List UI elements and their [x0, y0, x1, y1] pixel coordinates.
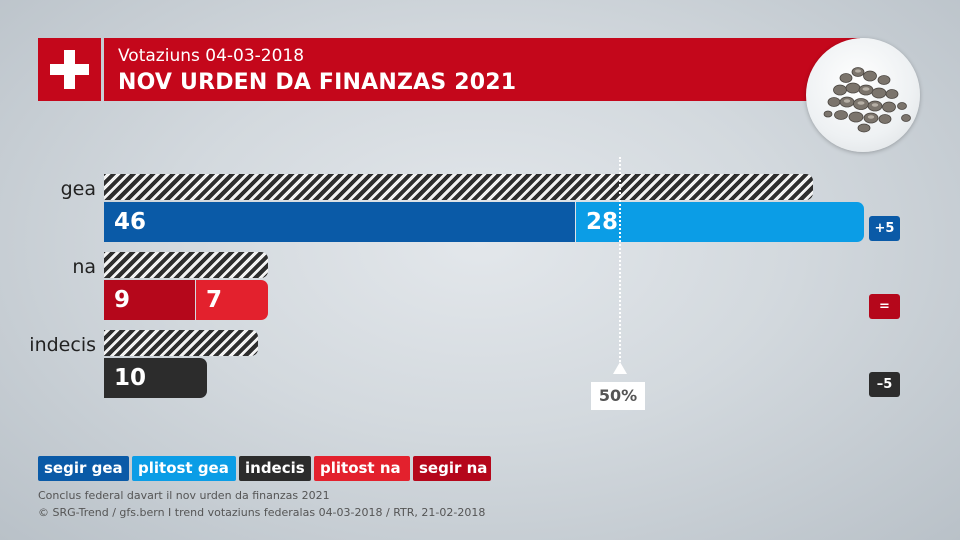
legend-plitost-na: plitost na: [314, 456, 410, 481]
change-badge-indecis: –5: [869, 372, 900, 397]
legend-segir-na: segir na: [413, 456, 491, 481]
category-label-gea: gea: [60, 178, 96, 200]
bar-segir-na: 9: [104, 280, 195, 320]
fifty-percent-line: [619, 157, 621, 362]
category-label-na: na: [72, 256, 96, 278]
legend-plitost-gea: plitost gea: [132, 456, 236, 481]
banner-title: NOV URDEN DA FINANZAS 2021: [118, 70, 517, 95]
bar-segir-gea: 46: [104, 202, 575, 242]
previous-bar-indecis: [104, 330, 258, 356]
legend-segir-gea: segir gea: [38, 456, 129, 481]
bar-plitost-gea: 28: [576, 202, 864, 242]
bar-indecis: 10: [104, 358, 207, 398]
fifty-percent-arrow-icon: [613, 362, 627, 374]
flag-cross-vertical: [64, 50, 75, 89]
coins-image: [806, 38, 920, 152]
footer-source: © SRG-Trend / gfs.bern I trend votaziuns…: [38, 506, 486, 519]
coins-icon: [823, 67, 911, 133]
bar-plitost-na: 7: [196, 280, 268, 320]
previous-bar-na: [104, 252, 268, 278]
title-banner: Votaziuns 04-03-2018 NOV URDEN DA FINANZ…: [104, 38, 860, 101]
previous-bar-gea: [104, 174, 813, 200]
fifty-percent-label: 50%: [591, 382, 645, 410]
legend-indecis: indecis: [239, 456, 311, 481]
swiss-flag-icon: [38, 38, 101, 101]
change-badge-na: =: [869, 294, 900, 319]
category-label-indecis: indecis: [29, 334, 96, 356]
change-badge-gea: +5: [869, 216, 900, 241]
footer-description: Conclus federal davart il nov urden da f…: [38, 489, 330, 502]
banner-subtitle: Votaziuns 04-03-2018: [118, 46, 305, 66]
